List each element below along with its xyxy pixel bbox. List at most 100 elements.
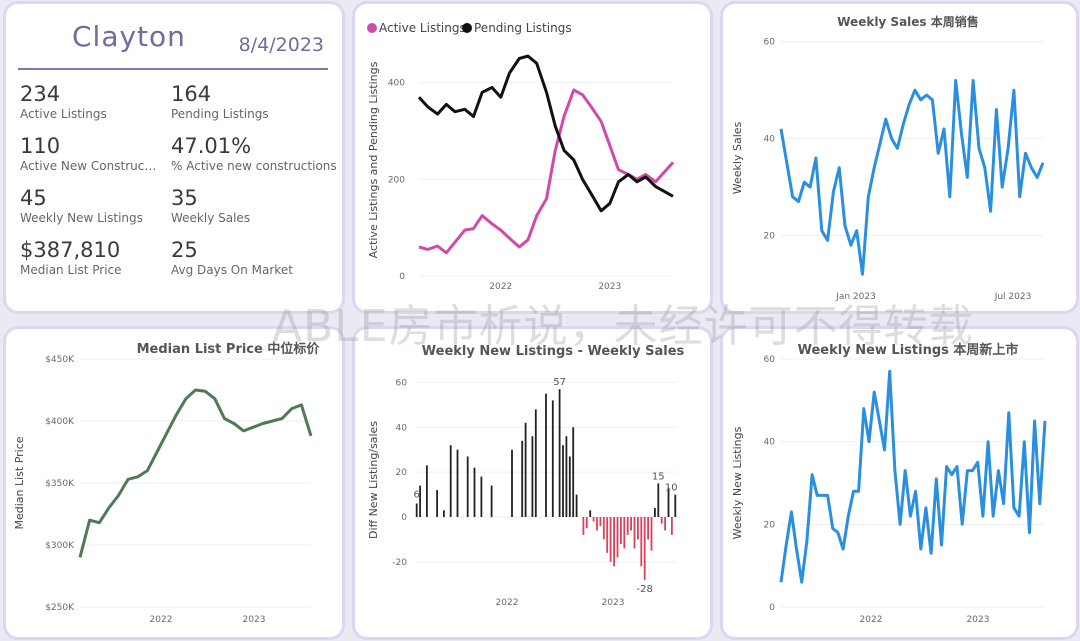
chart-title: Median List Price 中位标价 (137, 341, 321, 357)
bar (589, 510, 592, 517)
x-tick-label: 2022 (496, 598, 519, 608)
y-axis-label: Active Listings and Pending Listings (367, 61, 380, 258)
x-tick-label: 2023 (967, 615, 990, 625)
bar (623, 517, 626, 549)
x-tick-label: 2023 (243, 615, 266, 625)
x-tick-label: 2022 (860, 615, 883, 625)
diff-listings-sales-chart: Weekly New Listings - Weekly Sales Diff N… (367, 344, 685, 608)
bar (667, 487, 670, 517)
kpi-value: 25 (171, 238, 198, 262)
bar (575, 494, 578, 517)
bar (524, 422, 527, 517)
y-tick-label: -20 (392, 558, 407, 568)
kpi-value: 35 (171, 186, 198, 210)
bar (674, 494, 677, 517)
data-label: 57 (553, 377, 566, 388)
bar (664, 517, 666, 531)
kpi-label: Weekly Sales (171, 211, 251, 225)
kpi-label: Active New Constructi... (20, 159, 160, 173)
bar (660, 517, 663, 524)
series-line (779, 79, 1045, 276)
y-tick-label: 60 (764, 355, 776, 365)
bar (585, 517, 588, 529)
y-tick-label: $400K (45, 417, 75, 427)
bar (650, 517, 653, 551)
legend-label: Pending Listings (474, 21, 572, 35)
y-axis-label: Median List Price (13, 436, 26, 529)
bar (562, 445, 564, 517)
bar (640, 517, 643, 567)
y-tick-label: 40 (396, 423, 408, 433)
y-tick-label: 60 (396, 378, 408, 388)
listings-chart: Active Listings Pending Listings Active Li… (367, 21, 675, 292)
report-date: 8/4/2023 (238, 34, 324, 56)
y-tick-label: $250K (45, 603, 75, 613)
bar (449, 445, 452, 517)
kpi-value: 45 (20, 186, 47, 210)
weekly-new-listings-chart-card: Weekly New Listings 本周新上市 Weekly New List… (723, 329, 1076, 637)
bar (613, 517, 615, 567)
bar (473, 467, 476, 517)
bar (443, 510, 445, 517)
data-label: 15 (652, 471, 665, 482)
bar (647, 517, 649, 540)
city-title: Clayton (72, 20, 186, 53)
bar (620, 517, 622, 544)
y-tick-label: 400 (388, 79, 405, 89)
weekly-sales-chart-card: Weekly Sales 本周销售 Weekly Sales 20 40 60 Jan 2… (723, 4, 1076, 311)
y-tick-label: 0 (399, 272, 405, 282)
bar (596, 517, 598, 531)
bar (426, 465, 428, 517)
y-tick-label: $450K (45, 355, 75, 365)
kpi-label: Pending Listings (171, 107, 269, 121)
bar (599, 517, 602, 526)
bar (480, 476, 483, 517)
bar (582, 517, 585, 535)
kpi-value: $387,810 (20, 238, 121, 262)
bar (633, 517, 636, 549)
kpi-pct-new-construction: 47.01%% Active new constructions (171, 134, 341, 174)
median-list-price-chart-card: Median List Price 中位标价 Median List Price $… (6, 329, 342, 637)
kpi-pending-listings: 164 Pending Listings (171, 82, 311, 122)
listings-chart-card: Active Listings Pending Listings Active Li… (355, 4, 710, 311)
y-tick-label: 20 (396, 468, 408, 478)
y-tick-label: 40 (764, 135, 776, 145)
y-axis-label: Weekly New Listings (731, 426, 744, 539)
kpi-value: 47.01% (171, 134, 252, 158)
bar (531, 436, 534, 517)
kpi-label: % Active new constructions (171, 159, 337, 173)
chart-title: Weekly New Listings - Weekly Sales (422, 344, 685, 359)
y-tick-label: 0 (769, 603, 775, 613)
weekly-new-listings-chart: Weekly New Listings 本周新上市 Weekly New List… (731, 342, 1047, 625)
bar (572, 427, 575, 517)
data-label: -28 (637, 584, 653, 595)
data-label: 10 (665, 483, 678, 494)
bar (521, 440, 524, 517)
x-tick-label: Jul 2023 (994, 292, 1032, 302)
data-label: 6 (414, 490, 420, 501)
x-tick-label: Jan 2023 (835, 292, 876, 302)
bar (606, 517, 609, 553)
series-line (779, 369, 1047, 584)
series-line (78, 388, 313, 558)
y-tick-label: 200 (388, 175, 405, 185)
bar (456, 449, 459, 517)
bar (643, 517, 646, 580)
legend-marker (367, 23, 377, 33)
bar (551, 400, 554, 517)
kpi-weekly-sales: 35 Weekly Sales (171, 186, 311, 226)
diff-chart-card: Weekly New Listings - Weekly Sales Diff N… (355, 329, 710, 637)
y-tick-label: 20 (764, 520, 776, 530)
bar (657, 483, 660, 517)
bar (602, 517, 605, 540)
kpi-header: Clayton 8/4/2023 (18, 16, 328, 70)
kpi-label: Active Listings (20, 107, 107, 121)
kpi-value: 110 (20, 134, 61, 158)
kpi-active-new-construction: 110 Active New Constructi... (20, 134, 160, 174)
bar (637, 517, 639, 540)
series-line (418, 88, 675, 255)
y-axis-label: Weekly Sales (731, 121, 744, 194)
bar (671, 517, 673, 535)
bar (654, 508, 656, 517)
y-tick-label: 40 (764, 438, 776, 448)
